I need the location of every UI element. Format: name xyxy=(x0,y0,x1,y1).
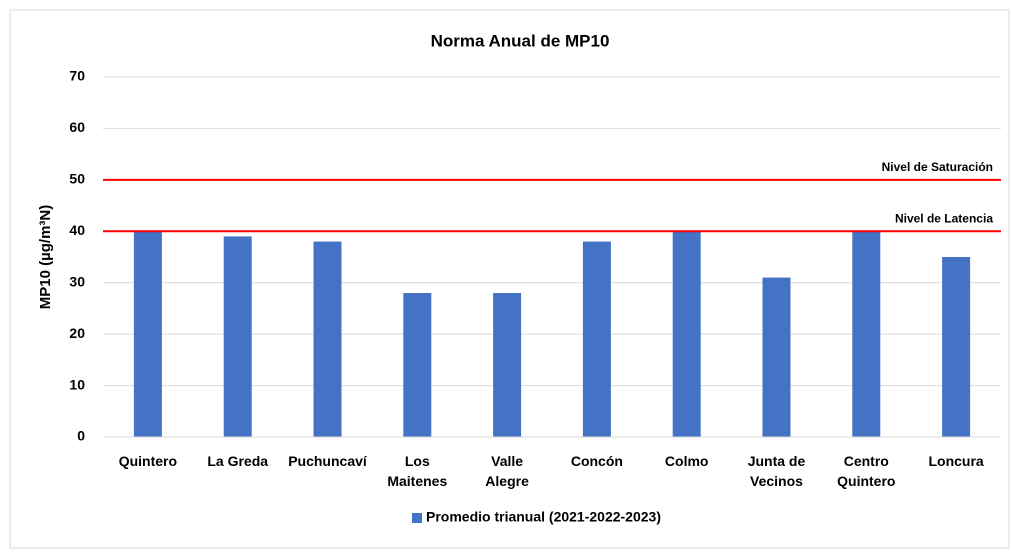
x-tick-label: Valle Alegre xyxy=(485,453,529,489)
bar xyxy=(762,277,791,437)
bar xyxy=(852,231,881,437)
x-tick-label: Junta de Vecinos xyxy=(748,453,806,489)
bar xyxy=(403,293,432,437)
bar xyxy=(223,236,252,437)
bar xyxy=(133,231,162,437)
x-tick-label: Concón xyxy=(571,453,623,469)
legend-label: Promedio trianual (2021-2022-2023) xyxy=(426,509,661,525)
y-tick-label: 70 xyxy=(69,68,85,84)
reference-label: Nivel de Latencia xyxy=(895,211,993,225)
bar xyxy=(672,231,701,437)
x-tick-label: Colmo xyxy=(665,453,709,469)
x-tick-label: La Greda xyxy=(207,453,268,469)
bar xyxy=(582,241,611,437)
bar xyxy=(493,293,522,437)
x-tick-label: Quintero xyxy=(119,453,177,469)
y-tick-label: 0 xyxy=(77,428,85,444)
chart-border xyxy=(9,9,1010,549)
x-tick-label: Puchuncaví xyxy=(288,453,368,469)
bar xyxy=(942,257,971,437)
legend-swatch xyxy=(412,513,422,523)
bar xyxy=(313,241,342,437)
x-tick-label: Los Maitenes xyxy=(387,453,447,489)
reference-label: Nivel de Saturación xyxy=(882,160,993,174)
y-tick-label: 20 xyxy=(69,325,85,341)
x-tick-label: Centro Quintero xyxy=(837,453,895,489)
x-tick-label: Loncura xyxy=(928,453,983,469)
y-tick-label: 50 xyxy=(69,171,85,187)
chart-title: Norma Anual de MP10 xyxy=(431,31,610,50)
y-tick-label: 40 xyxy=(69,222,85,238)
y-tick-label: 60 xyxy=(69,119,85,135)
y-axis-label: MP10 (µg/m³N) xyxy=(37,205,54,309)
y-tick-label: 10 xyxy=(69,376,85,392)
y-tick-label: 30 xyxy=(69,273,85,289)
